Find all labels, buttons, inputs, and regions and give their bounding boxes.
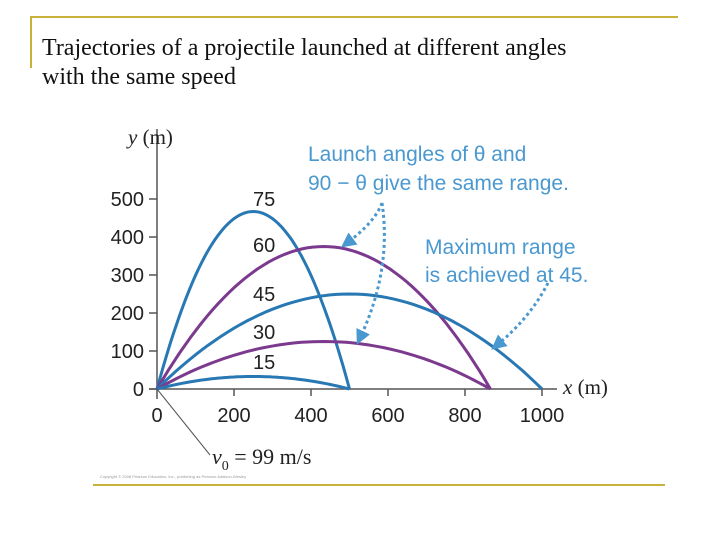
y-axis-var: y [126,125,138,149]
accent-rule-top [30,16,678,18]
y-tick-label: 400 [111,227,144,249]
launch-speed-label: v0 = 99 m/s [212,444,311,474]
angle-label-30: 30 [253,322,275,344]
angle-label-15: 15 [253,352,275,374]
accent-rule-bottom [93,484,665,486]
x-tick-label: 200 [217,405,250,427]
launch-speed-value: = 99 m/s [229,444,312,469]
copyright-credit: Copyright © 2008 Pearson Education, Inc.… [100,474,246,479]
angle-labels: 75 60 45 30 15 [253,189,275,374]
x-axis-title: x (m) [562,375,608,399]
x-tick-label: 400 [294,405,327,427]
annotation-max-range-line-2: is achieved at 45. [425,264,588,287]
annotation-max-range-line-1: Maximum range [425,236,576,259]
angle-label-75: 75 [253,189,275,211]
y-tick-label: 100 [111,341,144,363]
x-tick-label: 600 [371,405,404,427]
annotation-arrow-to-45 [491,282,550,350]
launch-speed-subscript: 0 [222,459,229,474]
annotation-arrow-to-30 [356,202,386,345]
angle-label-60: 60 [253,235,275,257]
accent-rule-left [30,16,32,68]
y-tick-label: 200 [111,303,144,325]
slide-title-line-2: with the same speed [42,64,236,90]
trajectory-60-deg [155,244,492,390]
launch-speed-var: v [212,444,222,469]
launch-speed-leader [156,388,211,456]
angle-label-45: 45 [253,284,275,306]
slide-title: Trajectories of a projectile launched at… [42,34,682,92]
y-axis-unit: (m) [137,125,173,149]
tick-labels: 0 100 200 300 400 500 0 200 400 600 800 1000 [111,189,565,427]
trajectory-15-deg [156,375,350,391]
annotation-arrow-to-60 [341,202,384,248]
x-axis-unit: (m) [572,375,608,399]
x-tick-label: 0 [151,405,162,427]
annotation-same-range-line-2: 90 − θ give the same range. [308,172,569,195]
slide-title-line-1: Trajectories of a projectile launched at… [42,35,567,61]
trajectory-30-deg [156,339,492,391]
trajectory-75-deg [155,209,351,390]
y-tick-label: 300 [111,265,144,287]
x-axis-var: x [562,375,573,399]
y-axis-title: y (m) [126,125,173,149]
x-tick-label: 1000 [520,405,565,427]
annotation-same-range-line-1: Launch angles of θ and [308,143,526,166]
trajectory-45-deg [155,292,544,391]
trajectory-curves [155,209,544,391]
y-tick-label: 500 [111,189,144,211]
y-tick-label: 0 [133,379,144,401]
x-tick-label: 800 [448,405,481,427]
